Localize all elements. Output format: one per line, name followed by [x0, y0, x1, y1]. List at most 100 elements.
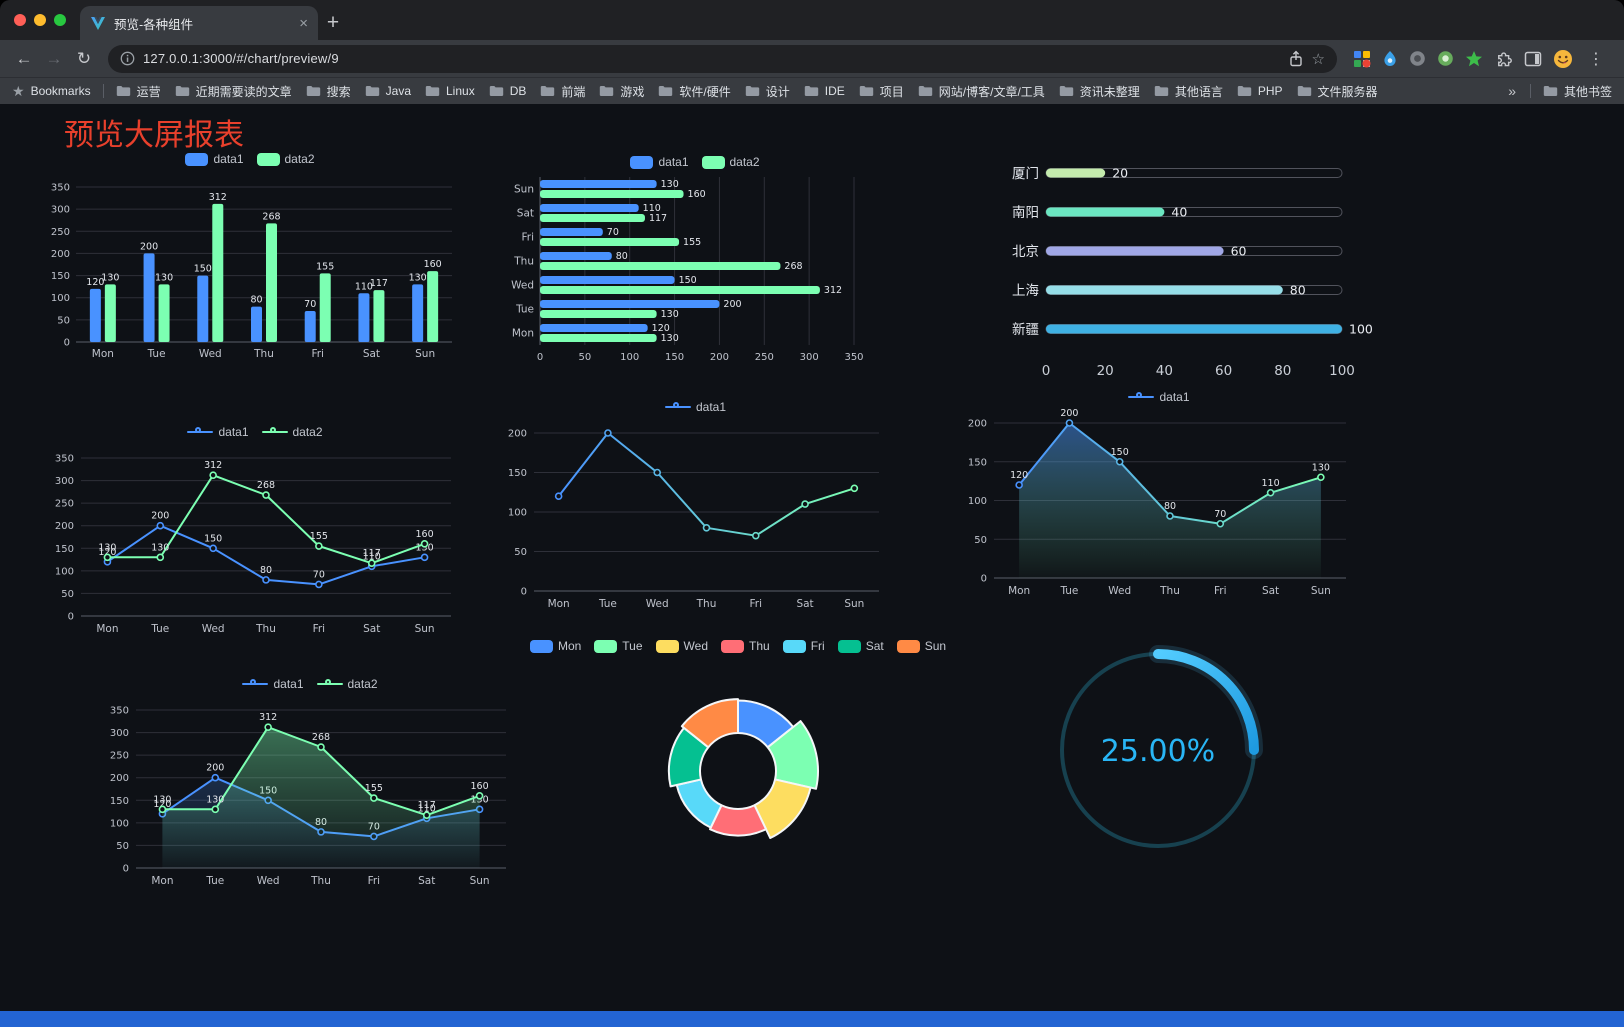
bookmark-folder[interactable]: 其他语言 [1154, 83, 1223, 100]
extensions-puzzle-icon[interactable] [1494, 49, 1513, 68]
close-window-button[interactable] [14, 14, 26, 26]
svg-text:117: 117 [418, 800, 436, 811]
svg-text:Thu: Thu [513, 256, 534, 268]
legend-item-data2[interactable]: data2 [316, 677, 378, 691]
tab-close-icon[interactable]: × [299, 14, 308, 32]
line-area-chart: data1 data2 0 50 100 150 200 250 300 350 Mon Tue Wed… [100, 674, 520, 892]
bookmark-folder[interactable]: Linux [425, 84, 475, 98]
line-gradient-canvas: 0 50 100 150 200 Mon Tue Wed Thu Fri Sat Sun [508, 429, 879, 610]
chart-legend: data1 [1128, 387, 1190, 407]
legend-item-data1[interactable]: data1 [242, 677, 304, 691]
bookmark-folder[interactable]: Java [365, 84, 411, 98]
svg-text:300: 300 [55, 476, 74, 487]
svg-text:130: 130 [416, 542, 434, 553]
svg-text:Sun: Sun [470, 875, 490, 887]
reload-button[interactable]: ↻ [76, 48, 92, 68]
bookmark-folder[interactable]: 前端 [540, 83, 585, 100]
bookmark-folder[interactable]: 游戏 [599, 83, 644, 100]
browser-tab[interactable]: 预览-各种组件 × [80, 6, 318, 40]
new-tab-button[interactable]: + [326, 11, 340, 34]
info-icon[interactable] [120, 51, 135, 66]
legend-item-Sat[interactable]: Sat [837, 639, 884, 653]
legend-line-icon [664, 402, 691, 412]
sidebar-panel-icon[interactable] [1524, 51, 1542, 67]
gauge-percent-canvas: 25.00% [1060, 645, 1263, 848]
bookmark-folder[interactable]: DB [489, 84, 526, 98]
bookmark-folder[interactable]: 项目 [859, 83, 904, 100]
legend-item-data2[interactable]: data2 [261, 425, 323, 439]
bookmark-folder[interactable]: PHP [1237, 84, 1283, 98]
svg-text:Mon: Mon [512, 328, 534, 340]
legend-item-Wed[interactable]: Wed [655, 639, 708, 653]
svg-text:200: 200 [710, 352, 729, 363]
svg-text:312: 312 [209, 192, 227, 203]
svg-text:150: 150 [1111, 447, 1129, 458]
legend-item-Sun[interactable]: Sun [896, 639, 946, 653]
area-single-canvas: 0 50 100 150 200 Mon Tue Wed Thu Fri Sat Sun 120 200 1… [968, 408, 1346, 597]
folder-icon [1237, 86, 1252, 96]
bookmark-folder[interactable]: IDE [804, 84, 845, 98]
bookmark-folder[interactable]: 设计 [745, 83, 790, 100]
svg-text:250: 250 [755, 352, 774, 363]
legend-item-data2[interactable]: data2 [701, 155, 760, 169]
bookmark-folder[interactable]: 近期需要读的文章 [175, 83, 292, 100]
legend-item-Mon[interactable]: Mon [529, 639, 581, 653]
legend-pill-icon [896, 639, 920, 653]
extension-green-star-icon[interactable] [1465, 50, 1483, 68]
profile-avatar[interactable] [1553, 49, 1573, 69]
svg-text:200: 200 [51, 249, 70, 260]
extension-pin-icon[interactable] [1382, 50, 1398, 68]
legend-label: data2 [347, 677, 378, 691]
bookmark-folder[interactable]: 资讯未整理 [1059, 83, 1140, 100]
legend-label: Wed [683, 639, 708, 653]
legend-pill-icon [529, 639, 553, 653]
legend-item-Thu[interactable]: Thu [721, 639, 770, 653]
svg-text:新疆: 新疆 [1012, 322, 1039, 338]
legend-item-Tue[interactable]: Tue [594, 639, 643, 653]
address-bar[interactable]: 127.0.0.1:3000/#/chart/preview/9 ☆ [108, 44, 1337, 73]
svg-text:120: 120 [652, 323, 670, 334]
svg-text:110: 110 [363, 551, 381, 562]
bookmark-folder-label: 近期需要读的文章 [195, 84, 292, 99]
svg-text:300: 300 [110, 728, 129, 739]
extension-green-circle-icon[interactable] [1437, 50, 1454, 67]
bookmarks-manager-item[interactable]: ★ Bookmarks [12, 83, 91, 100]
legend-item-data1[interactable]: data1 [630, 155, 689, 169]
browser-menu-icon[interactable]: ⋮ [1588, 50, 1604, 68]
svg-text:100: 100 [55, 566, 74, 577]
extension-grid-icon[interactable] [1353, 50, 1371, 68]
legend-item-Fri[interactable]: Fri [782, 639, 825, 653]
bookmarks-overflow-chevron[interactable]: » [1508, 83, 1516, 99]
bookmark-folder[interactable]: 运营 [116, 83, 161, 100]
svg-text:155: 155 [316, 261, 334, 272]
fullscreen-window-button[interactable] [54, 14, 66, 26]
legend-item-data1[interactable]: data1 [185, 152, 244, 166]
svg-text:312: 312 [259, 712, 277, 723]
bookmark-folder[interactable]: 软件/硬件 [658, 83, 731, 100]
bookmark-folder-label: 文件服务器 [1317, 84, 1378, 99]
share-icon[interactable] [1288, 50, 1304, 67]
back-button[interactable]: ← [15, 48, 33, 68]
svg-text:Fri: Fri [750, 598, 763, 610]
bookmark-folder[interactable]: 文件服务器 [1297, 83, 1378, 100]
svg-text:110: 110 [1262, 478, 1280, 489]
extension-gray-circle-icon[interactable] [1409, 50, 1426, 67]
svg-text:160: 160 [688, 189, 706, 200]
svg-text:120: 120 [86, 277, 104, 288]
forward-button[interactable]: → [45, 48, 63, 68]
other-bookmarks-folder[interactable]: 其他书签 [1543, 83, 1612, 100]
svg-text:312: 312 [824, 285, 842, 296]
bookmark-folder[interactable]: 搜索 [306, 83, 351, 100]
svg-text:100: 100 [620, 352, 639, 363]
legend-item-data1[interactable]: data1 [187, 425, 249, 439]
bookmark-star-icon[interactable]: ☆ [1311, 50, 1325, 68]
bookmark-folder[interactable]: 网站/博客/文章/工具 [918, 83, 1045, 100]
minimize-window-button[interactable] [34, 14, 46, 26]
svg-text:厦门: 厦门 [1012, 166, 1039, 182]
window-controls [14, 14, 66, 26]
legend-item-data1[interactable]: data1 [1128, 390, 1190, 404]
legend-item-data2[interactable]: data2 [256, 152, 315, 166]
svg-text:130: 130 [1312, 462, 1330, 473]
svg-text:120: 120 [1010, 470, 1028, 481]
legend-item-data1[interactable]: data1 [664, 400, 726, 414]
